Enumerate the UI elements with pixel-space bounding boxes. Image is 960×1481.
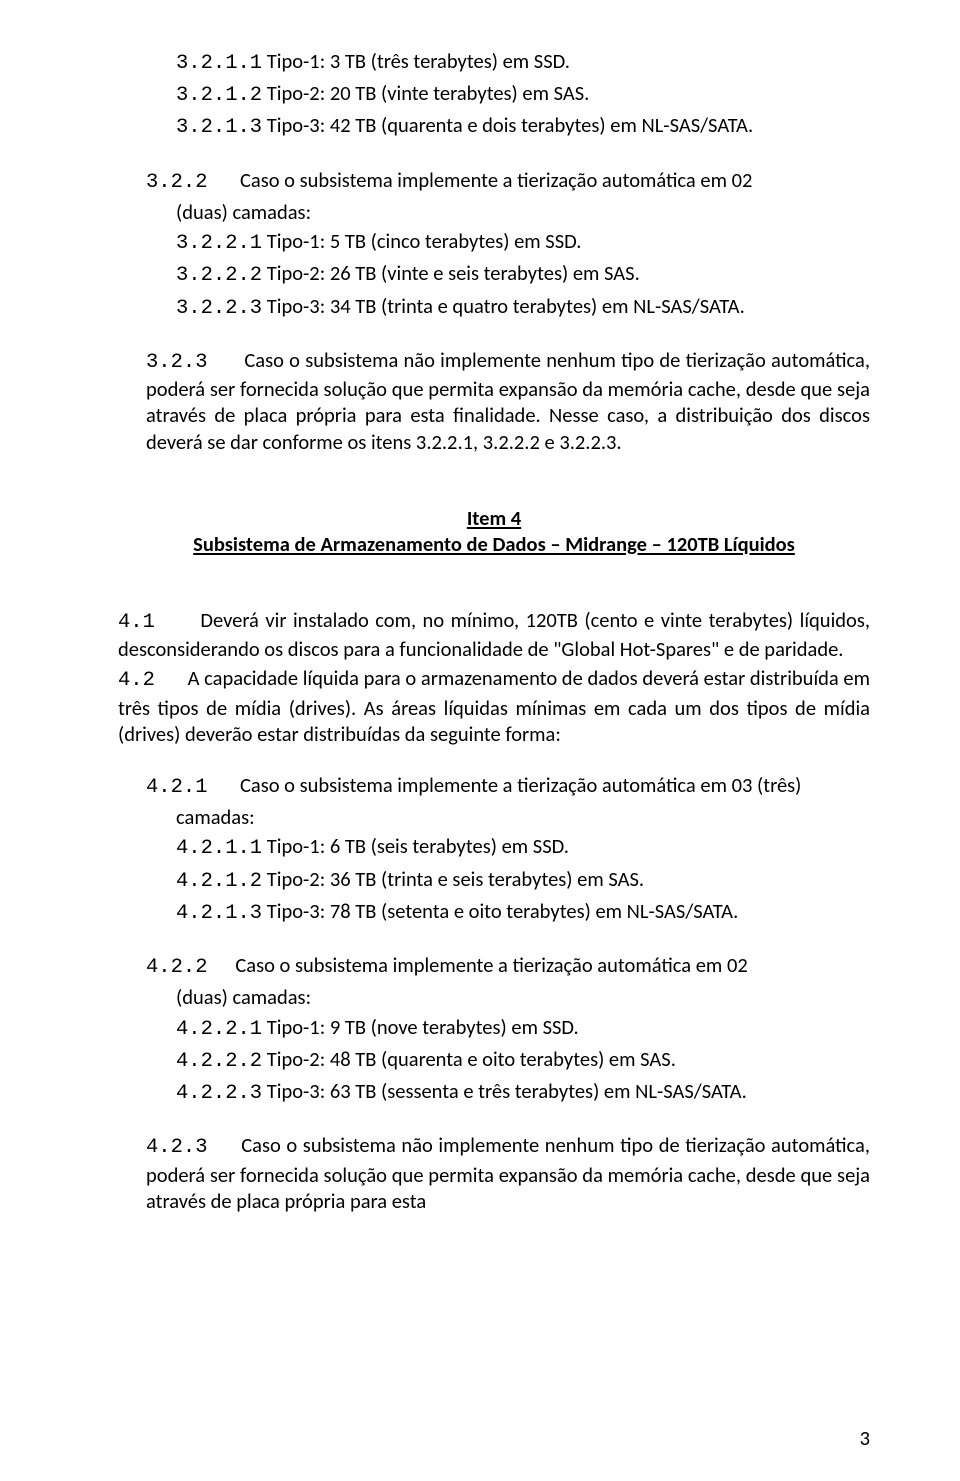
paragraph: 3.2.3 Caso o subsistema não implemente n…	[118, 347, 870, 455]
item-text: A capacidade líquida para o armazenament…	[118, 665, 870, 746]
item-text: Tipo-2: 48 TB (quarenta e oito terabytes…	[262, 1046, 676, 1072]
item-number: 4.2.3	[146, 1136, 208, 1159]
item-text: Caso o subsistema implemente a tierizaçã…	[240, 167, 752, 193]
list-item: 3.2.1.2 Tipo-2: 20 TB (vinte terabytes) …	[118, 80, 870, 109]
paragraph: 4.1 Deverá vir instalado com, no mínimo,…	[118, 607, 870, 662]
item-number: 3.2.2.1	[176, 232, 262, 255]
item-number: 4.2	[118, 669, 155, 692]
page-number: 3	[860, 1425, 870, 1451]
item-number: 4.2.1.3	[176, 902, 262, 925]
item-number: 4.1	[118, 611, 155, 634]
item-number: 3.2.1.3	[176, 116, 262, 139]
list-item: 4.2.1.3 Tipo-3: 78 TB (setenta e oito te…	[118, 898, 870, 927]
item-text: Tipo-3: 78 TB (setenta e oito terabytes)…	[262, 898, 738, 924]
paragraph-line: (duas) camadas:	[118, 984, 870, 1010]
item-text: Caso o subsistema não implemente nenhum …	[146, 1132, 870, 1213]
item-text: Tipo-3: 34 TB (trinta e quatro terabytes…	[262, 293, 745, 319]
item-number: 4.2.2	[146, 956, 208, 979]
paragraph-text: 4.2 A capacidade líquida para o armazena…	[118, 665, 870, 747]
item-text: Tipo-1: 6 TB (seis terabytes) em SSD.	[262, 833, 569, 859]
list-item: 3.2.1.3 Tipo-3: 42 TB (quarenta e dois t…	[118, 112, 870, 141]
document-page: 3.2.1.1 Tipo-1: 3 TB (três terabytes) em…	[0, 0, 960, 1481]
paragraph-line: (duas) camadas:	[118, 199, 870, 225]
item-text: Tipo-3: 63 TB (sessenta e três terabytes…	[262, 1078, 747, 1104]
item-text: (duas) camadas:	[176, 199, 311, 225]
heading-title: Item 4	[118, 505, 870, 531]
item-number: 4.2.1.1	[176, 837, 262, 860]
paragraph-line: 4.2.2 Caso o subsistema implemente a tie…	[118, 952, 870, 981]
item-text: Tipo-2: 26 TB (vinte e seis terabytes) e…	[262, 260, 640, 286]
list-item: 4.2.1.2 Tipo-2: 36 TB (trinta e seis ter…	[118, 866, 870, 895]
list-item: 4.2.1.1 Tipo-1: 6 TB (seis terabytes) em…	[118, 833, 870, 862]
item-text: Deverá vir instalado com, no mínimo, 120…	[118, 607, 870, 662]
item-text: (duas) camadas:	[176, 984, 311, 1010]
item-number: 4.2.2.2	[176, 1050, 262, 1073]
item-number: 4.2.2.3	[176, 1082, 262, 1105]
paragraph-text: 3.2.3 Caso o subsistema não implemente n…	[146, 347, 870, 455]
list-item: 3.2.1.1 Tipo-1: 3 TB (três terabytes) em…	[118, 48, 870, 77]
section-heading: Item 4 Subsistema de Armazenamento de Da…	[118, 505, 870, 557]
item-number: 3.2.3	[146, 351, 208, 374]
item-text: Caso o subsistema implemente a tierizaçã…	[240, 772, 801, 798]
paragraph-text: 4.1 Deverá vir instalado com, no mínimo,…	[118, 607, 870, 662]
item-number: 4.2.1.2	[176, 870, 262, 893]
item-number: 3.2.1.1	[176, 52, 262, 75]
item-text: Caso o subsistema não implemente nenhum …	[146, 347, 870, 455]
paragraph: 4.2.3 Caso o subsistema não implemente n…	[118, 1132, 870, 1214]
item-number: 3.2.2.3	[176, 297, 262, 320]
paragraph-text: 4.2.3 Caso o subsistema não implemente n…	[146, 1132, 870, 1214]
list-item: 3.2.2.1 Tipo-1: 5 TB (cinco terabytes) e…	[118, 228, 870, 257]
item-text: Tipo-3: 42 TB (quarenta e dois terabytes…	[262, 112, 753, 138]
item-text: Tipo-2: 20 TB (vinte terabytes) em SAS.	[262, 80, 589, 106]
paragraph-line: 4.2.1 Caso o subsistema implemente a tie…	[118, 772, 870, 801]
item-number: 4.2.1	[146, 776, 208, 799]
paragraph: 4.2 A capacidade líquida para o armazena…	[118, 665, 870, 747]
item-text: camadas:	[176, 804, 255, 830]
paragraph: 4.2.1 Caso o subsistema implemente a tie…	[118, 772, 870, 830]
item-text: Tipo-1: 3 TB (três terabytes) em SSD.	[262, 48, 570, 74]
heading-subtitle: Subsistema de Armazenamento de Dados – M…	[118, 531, 870, 557]
list-item: 3.2.2.2 Tipo-2: 26 TB (vinte e seis tera…	[118, 260, 870, 289]
list-item: 4.2.2.2 Tipo-2: 48 TB (quarenta e oito t…	[118, 1046, 870, 1075]
item-text: Tipo-1: 9 TB (nove terabytes) em SSD.	[262, 1014, 579, 1040]
item-text: Tipo-2: 36 TB (trinta e seis terabytes) …	[262, 866, 644, 892]
list-item: 4.2.2.3 Tipo-3: 63 TB (sessenta e três t…	[118, 1078, 870, 1107]
item-number: 3.2.1.2	[176, 84, 262, 107]
item-number: 3.2.2	[146, 171, 208, 194]
item-number: 3.2.2.2	[176, 264, 262, 287]
item-text: Tipo-1: 5 TB (cinco terabytes) em SSD.	[262, 228, 581, 254]
list-item: 4.2.2.1 Tipo-1: 9 TB (nove terabytes) em…	[118, 1014, 870, 1043]
paragraph-line: 3.2.2 Caso o subsistema implemente a tie…	[118, 167, 870, 196]
item-number: 4.2.2.1	[176, 1018, 262, 1041]
paragraph: 3.2.2 Caso o subsistema implemente a tie…	[118, 167, 870, 225]
paragraph: 4.2.2 Caso o subsistema implemente a tie…	[118, 952, 870, 1010]
paragraph-line: camadas:	[118, 804, 870, 830]
item-text: Caso o subsistema implemente a tierizaçã…	[235, 952, 747, 978]
list-item: 3.2.2.3 Tipo-3: 34 TB (trinta e quatro t…	[118, 293, 870, 322]
